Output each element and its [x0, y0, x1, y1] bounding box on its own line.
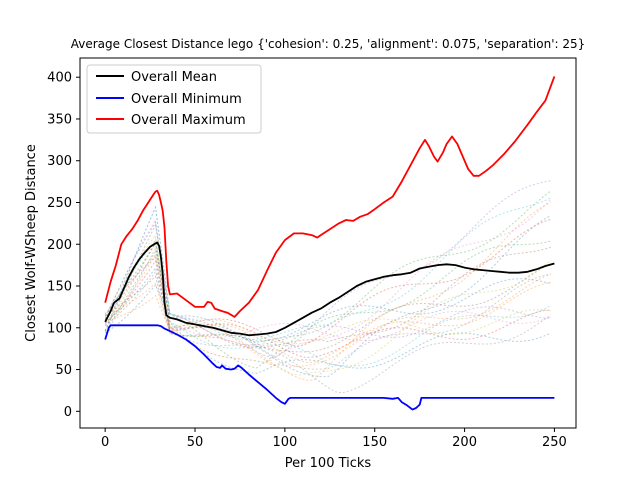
- legend-box: [86, 64, 262, 134]
- run-line: [104, 205, 551, 346]
- legend-label-maximum: Overall Maximum: [131, 113, 246, 128]
- run-line: [104, 278, 551, 342]
- mean-line: [104, 241, 555, 337]
- x-tick-label: 0: [101, 435, 109, 450]
- y-tick-label: 400: [47, 71, 72, 86]
- run-line: [104, 270, 551, 370]
- run-line: [104, 201, 552, 381]
- y-tick-label: 250: [47, 196, 72, 211]
- x-tick-label: 250: [542, 435, 567, 450]
- legend-label-minimum: Overall Minimum: [131, 92, 242, 107]
- run-line: [104, 237, 551, 345]
- y-tick-label: 200: [47, 238, 72, 253]
- x-axis-label: Per 100 Ticks: [285, 456, 372, 471]
- x-tick-label: 50: [187, 435, 204, 450]
- run-line: [104, 234, 552, 376]
- run-line: [104, 241, 551, 359]
- run-line: [104, 218, 551, 342]
- run-line: [104, 239, 552, 367]
- y-tick-label: 300: [47, 154, 72, 169]
- run-line: [104, 197, 552, 341]
- maximum-line: [104, 76, 556, 318]
- plot-lines: [104, 76, 556, 411]
- run-line: [104, 214, 552, 378]
- run-line: [105, 281, 551, 363]
- y-tick-label: 350: [47, 112, 72, 127]
- x-tick-label: 200: [452, 435, 477, 450]
- y-tick-label: 50: [55, 363, 72, 378]
- y-tick-label: 150: [47, 280, 72, 295]
- x-tick-label: 100: [272, 435, 297, 450]
- run-line: [104, 223, 551, 349]
- x-axis: 0 50 100 150 200 250: [101, 428, 567, 450]
- y-axis-label: Closest Wolf-WSheep Distance: [24, 144, 39, 342]
- plot-area-frame: [79, 57, 577, 429]
- legend: Overall Mean Overall Minimum Overall Max…: [86, 64, 262, 134]
- x-tick-label: 150: [362, 435, 387, 450]
- y-axis: 0 50 100 150 200 250 300 350 400: [47, 71, 80, 420]
- y-tick-label: 100: [47, 321, 72, 336]
- y-tick-label: 0: [64, 405, 72, 420]
- minimum-line: [104, 324, 555, 411]
- run-line: [104, 240, 551, 369]
- chart-title: Average Closest Distance lego {'cohesion…: [71, 37, 586, 51]
- legend-label-mean: Overall Mean: [131, 70, 217, 85]
